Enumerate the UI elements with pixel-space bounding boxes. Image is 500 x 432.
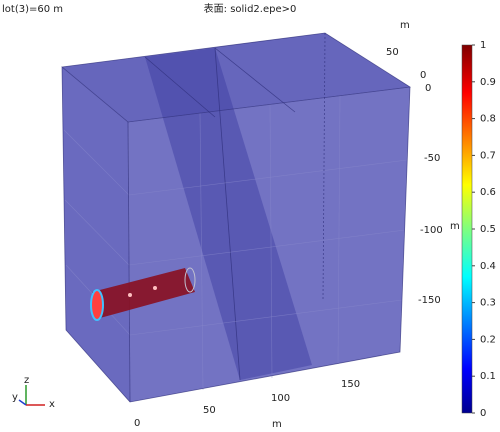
tunnel (90, 267, 196, 321)
y-tick-label: 0 (420, 70, 426, 81)
fault-plane (145, 48, 312, 380)
colorbar-tick-label: 0.8 (480, 114, 496, 125)
z-tick-label: 0 (425, 83, 431, 94)
z-axis-unit: m (450, 221, 460, 232)
box-edge (127, 121, 131, 403)
colorbar-tick-label: 0.4 (480, 261, 496, 272)
colorbar-tick-label: 0.1 (480, 371, 496, 382)
box-top (62, 33, 410, 122)
axis-triad: z y x (12, 375, 55, 410)
box-edge (322, 32, 326, 301)
colorbar-tick-label: 0.9 (480, 77, 496, 88)
colorbar-tick-label: 0.3 (480, 298, 496, 309)
x-tick-label: 0 (134, 418, 140, 429)
triad-z: z (24, 375, 29, 386)
colorbar (461, 44, 473, 414)
colorbar-ticks: 0 0.1 0.2 0.3 0.4 0.5 0.6 0.7 0.8 0.9 1 (472, 40, 496, 419)
z-tick-label: -150 (418, 295, 441, 306)
colorbar-tick-label: 0.7 (480, 150, 496, 161)
x-axis-unit: m (272, 419, 282, 430)
x-tick-label: 100 (271, 393, 290, 404)
box-edges (61, 32, 412, 403)
plane-edge (214, 47, 241, 381)
plot-title: 表面: solid2.epe>0 (204, 2, 297, 15)
y-axis-unit: m (400, 20, 410, 31)
plane-edge (144, 56, 216, 118)
colorbar-tick-label: 0.5 (480, 224, 496, 235)
z-tick-label: -100 (420, 225, 443, 236)
colorbar-tick-label: 0 (480, 408, 486, 419)
box-left (62, 67, 130, 402)
grid (63, 95, 408, 391)
x-tick-label: 50 (203, 405, 216, 416)
z-tick-label: -50 (424, 153, 440, 164)
triad-y: y (12, 392, 18, 403)
colorbar-tick-label: 0.6 (480, 187, 496, 198)
plane-edge (214, 47, 296, 113)
colorbar-tick-label: 1 (480, 40, 486, 51)
y-tick-label: 50 (386, 47, 399, 58)
triad-x: x (49, 399, 55, 410)
plot-label: lot(3)=60 m (2, 4, 63, 15)
colorbar-tick-label: 0.2 (480, 334, 496, 345)
x-tick-label: 150 (341, 379, 360, 390)
